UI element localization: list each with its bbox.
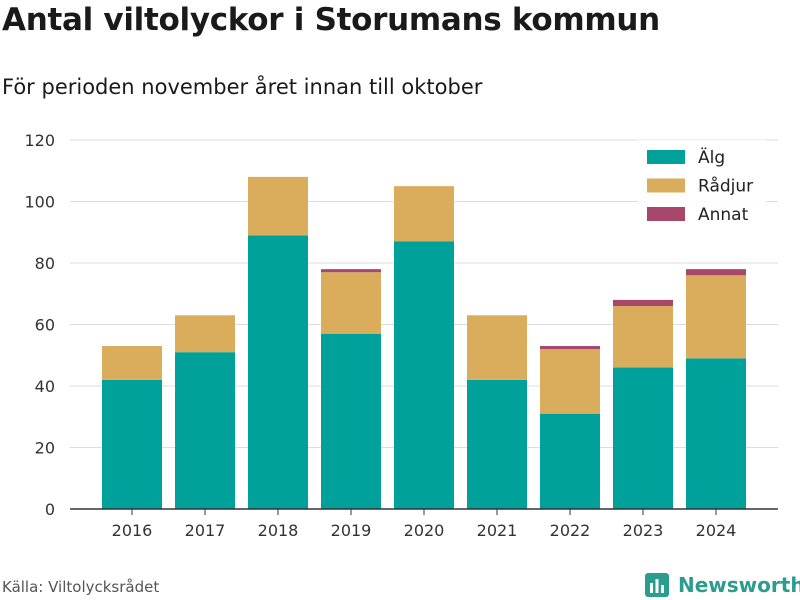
bar-segment-annat	[613, 299, 673, 307]
axes: 0 20 40 60 80 100 120 2016 2017 2018 2019 2020 2021 2…	[24, 131, 778, 540]
legend-swatch	[647, 178, 685, 193]
bar-segment-älg	[394, 241, 454, 509]
bar-segment-rådjur	[613, 306, 673, 368]
bar-segment-rådjur	[321, 272, 381, 334]
x-tick-label: 2023	[623, 521, 664, 540]
y-tick-label: 40	[35, 377, 55, 396]
x-tick-label: 2019	[331, 521, 372, 540]
y-tick-label: 60	[35, 316, 55, 335]
bar-segment-rådjur	[102, 346, 162, 380]
y-tick-label: 120	[24, 131, 55, 150]
x-tick-label: 2016	[112, 521, 153, 540]
y-tick-label: 80	[35, 254, 55, 273]
chart-subtitle: För perioden november året innan till ok…	[2, 75, 483, 99]
bars	[102, 176, 746, 509]
bar-segment-älg	[613, 367, 673, 509]
x-tick-label: 2024	[696, 521, 737, 540]
bar-segment-älg	[321, 333, 381, 509]
x-tick-label: 2020	[404, 521, 445, 540]
bar-segment-älg	[175, 352, 235, 509]
y-tick-label: 0	[45, 500, 55, 519]
y-tick-label: 20	[35, 439, 55, 458]
legend-label: Annat	[698, 205, 749, 225]
bar-segment-rådjur	[686, 275, 746, 359]
legend-label: Älg	[698, 147, 725, 168]
legend-swatch	[647, 207, 685, 221]
x-tick-label: 2018	[258, 521, 299, 540]
bar-segment-älg	[248, 235, 308, 509]
bar-segment-rådjur	[175, 315, 235, 353]
x-tick-label: 2021	[477, 521, 518, 540]
bar-segment-älg	[102, 379, 162, 509]
bar-segment-älg	[467, 379, 527, 509]
bar-segment-annat	[540, 346, 600, 350]
x-tick-label: 2022	[550, 521, 591, 540]
chart-title: Antal viltolyckor i Storumans kommun	[2, 2, 660, 38]
newsworthy-logo-icon	[645, 573, 669, 597]
legend: Älg Rådjur Annat	[638, 140, 766, 228]
bar-segment-älg	[686, 358, 746, 509]
bar-segment-rådjur	[540, 349, 600, 414]
legend-label: Rådjur	[698, 176, 753, 197]
bar-segment-rådjur	[248, 176, 308, 236]
source-note: Källa: Viltolycksrådet	[2, 578, 160, 596]
legend-swatch	[647, 150, 685, 164]
x-tick-label: 2017	[185, 521, 226, 540]
bar-segment-rådjur	[467, 315, 527, 380]
brand-name: Newsworthy	[678, 573, 800, 597]
bar-segment-rådjur	[394, 186, 454, 242]
brand-logo: Newsworthy	[644, 571, 800, 599]
bar-segment-älg	[540, 413, 600, 509]
y-tick-label: 100	[24, 193, 55, 212]
bar-segment-annat	[321, 269, 381, 273]
bar-segment-annat	[686, 269, 746, 276]
